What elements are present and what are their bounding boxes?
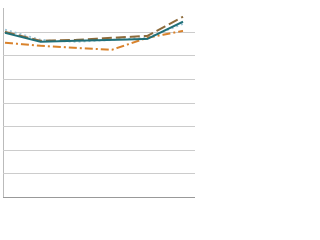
chart	[3, 8, 195, 198]
page: {"chart_data": {"type": "line", "categor…	[3, 8, 195, 198]
data-line	[4, 20, 184, 43]
data-line	[4, 15, 184, 42]
